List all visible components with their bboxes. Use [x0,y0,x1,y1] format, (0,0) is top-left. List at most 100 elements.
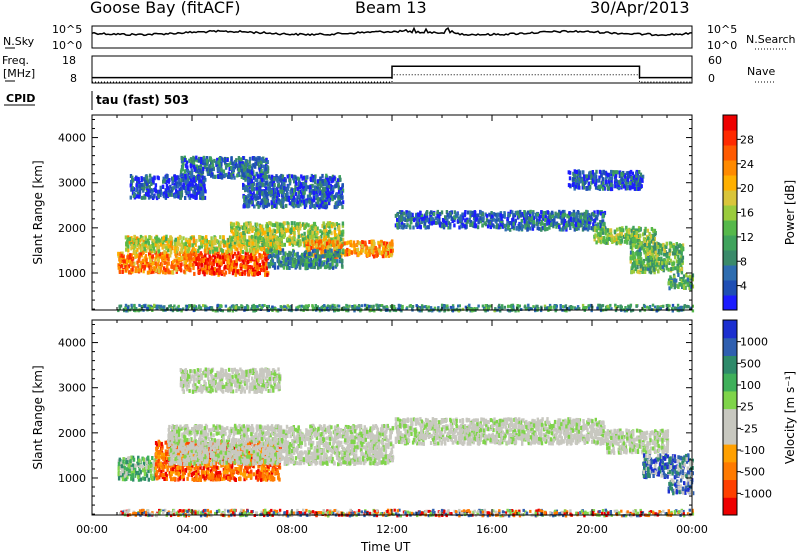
data-cell [361,244,363,248]
data-cell [327,251,329,255]
data-cell [516,227,518,231]
data-cell [345,249,347,253]
data-cell [136,254,138,258]
data-cell [276,237,278,241]
data-cell [268,187,270,191]
data-cell [526,228,528,232]
data-cell [575,227,577,231]
data-cell [228,175,230,179]
data-cell [290,252,292,256]
data-cell [621,229,623,233]
data-cell [193,239,195,243]
data-cell [314,204,316,208]
data-cell [198,159,200,163]
data-cell [444,215,446,219]
data-cell [201,258,203,262]
data-cell [182,236,184,240]
data-cell [273,249,275,253]
data-cell [500,217,502,221]
data-cell [282,230,284,234]
data-cell [224,173,226,177]
data-cell [248,166,250,170]
data-cell [268,175,270,179]
data-cell [290,190,292,194]
data-cell [206,270,208,274]
data-cell [133,262,135,266]
data-cell [469,223,471,227]
data-cell [341,233,343,237]
data-cell [198,262,200,266]
data-cell [578,223,580,227]
data-cell [247,272,249,276]
data-cell [314,226,316,230]
data-cell [238,244,240,248]
data-cell [279,223,281,227]
data-cell [505,227,507,231]
data-cell [262,231,264,235]
data-cell [215,259,217,263]
data-cell [117,252,119,256]
data-cell [311,240,313,244]
data-cell [171,193,173,197]
data-cell [236,269,238,273]
data-cell [326,232,328,236]
data-cell [226,158,228,162]
data-cell [197,257,199,261]
data-cell [252,241,254,245]
data-cell [396,222,398,226]
data-cell [602,213,604,217]
radar-figure: N.Sky 10^5 10^0 10^5 10^0 N.Search Freq.… [0,0,800,554]
data-cell [341,205,343,209]
data-cell [403,217,405,221]
data-cell [433,212,435,216]
data-cell [145,180,147,184]
data-cell [141,265,143,269]
data-cell [133,238,135,242]
data-cell [446,213,448,217]
data-cell [490,211,492,215]
data-cell [307,223,309,227]
data-cell [199,168,201,172]
data-cell [261,178,263,182]
data-cell [439,224,441,228]
data-cell [195,156,197,160]
data-cell [240,263,242,267]
data-cell [249,157,251,161]
data-cell [314,249,316,253]
data-cell [304,266,306,270]
data-cell [266,242,268,246]
data-cell [506,217,508,221]
data-cell [277,266,279,270]
data-cell [569,226,571,230]
data-cell [167,269,169,273]
data-cell [244,178,246,182]
data-cell [294,241,296,245]
data-cell [341,263,343,267]
data-cell [636,234,638,238]
data-cell [647,237,649,241]
data-cell [369,252,371,256]
data-cell [308,231,310,235]
data-cell [133,194,135,198]
data-cell [147,271,149,275]
data-cell [251,272,253,276]
data-cell [305,200,307,204]
noise-tick-high-right: 10^5 [707,23,737,36]
data-cell [633,231,635,235]
data-cell [396,218,398,222]
data-cell [173,194,175,198]
data-cell [336,240,338,244]
noise-tick-low-right: 10^0 [707,39,737,52]
data-cell [396,213,398,217]
data-cell [520,222,522,226]
data-cell [175,238,177,242]
data-cell [141,196,143,200]
data-cell [164,268,166,272]
data-cell [172,177,174,181]
data-cell [264,235,266,239]
data-cell [143,247,145,251]
data-cell [544,218,546,222]
data-cell [150,245,152,249]
data-cell [316,262,318,266]
data-cell [337,253,339,257]
